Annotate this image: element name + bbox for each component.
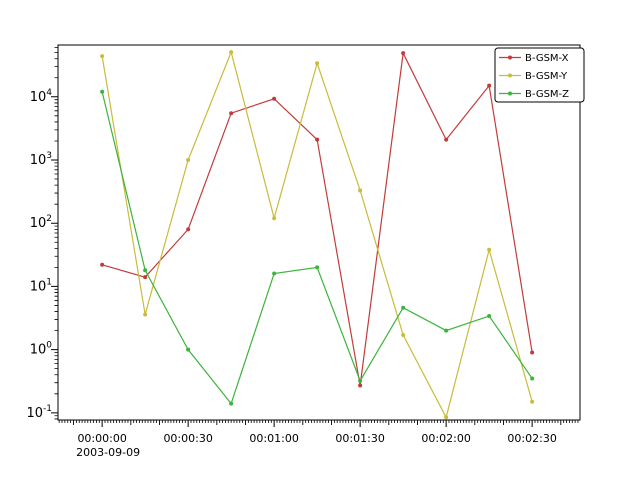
- plot-frame: [57, 44, 581, 421]
- legend-label: B-GSM-Z: [525, 89, 569, 100]
- data-point-marker: [143, 275, 148, 280]
- legend-entry-b-gsm-z: B-GSM-Z: [499, 89, 569, 100]
- legend-label: B-GSM-Y: [525, 71, 568, 82]
- series-b-gsm-y: [100, 50, 535, 420]
- data-point-marker: [358, 378, 363, 383]
- x-tick-label: 00:00:30: [163, 432, 212, 445]
- legend: B-GSM-X B-GSM-Y B-GSM-Z: [494, 47, 585, 103]
- data-point-marker: [100, 262, 105, 267]
- data-point-marker: [401, 333, 406, 338]
- data-point-marker: [315, 61, 320, 66]
- legend-entry-b-gsm-y: B-GSM-Y: [499, 71, 568, 82]
- x-tick-label: 00:02:30: [507, 432, 556, 445]
- data-point-marker: [530, 399, 535, 404]
- data-point-marker: [229, 401, 234, 406]
- x-tick-label: 00:01:30: [335, 432, 384, 445]
- y-tick-label: 101: [30, 277, 52, 294]
- data-point-marker: [186, 347, 191, 352]
- data-point-marker: [358, 188, 363, 193]
- y-axis: 10-1 100 101 102 103 104: [26, 47, 58, 421]
- data-point-marker: [100, 89, 105, 94]
- x-axis-date-label: 2003-09-09: [76, 446, 140, 459]
- data-point-marker: [272, 216, 277, 221]
- legend-marker-icon: [508, 91, 512, 96]
- x-minor-ticks: [58, 420, 579, 423]
- data-point-marker: [272, 96, 277, 101]
- data-point-marker: [143, 268, 148, 273]
- legend-marker-icon: [508, 55, 512, 60]
- data-point-marker: [487, 83, 492, 88]
- legend-box: [494, 47, 585, 103]
- data-point-marker: [315, 137, 320, 142]
- data-point-marker: [100, 54, 105, 59]
- data-point-marker: [444, 137, 449, 142]
- data-point-marker: [229, 50, 234, 55]
- series-b-gsm-z: [100, 89, 535, 406]
- y-major-ticks: [51, 96, 58, 414]
- x-tick-label: 00:02:00: [421, 432, 470, 445]
- data-point-marker: [401, 51, 406, 56]
- x-medium-ticks: [73, 420, 562, 425]
- data-point-marker: [530, 376, 535, 381]
- data-point-marker: [229, 111, 234, 116]
- data-point-marker: [186, 158, 191, 162]
- data-point-marker: [444, 415, 449, 420]
- data-point-marker: [444, 328, 449, 333]
- x-tick-label: 00:00:00: [77, 432, 126, 445]
- y-tick-label: 100: [30, 341, 53, 358]
- data-point-marker: [143, 312, 148, 317]
- data-point-marker: [358, 383, 363, 388]
- data-point-marker: [401, 305, 406, 310]
- series-b-gsm-x: [100, 51, 535, 388]
- y-tick-label: 104: [30, 88, 53, 105]
- data-point-marker: [487, 247, 492, 252]
- data-point-marker: [487, 314, 492, 319]
- legend-marker-icon: [508, 73, 512, 78]
- y-tick-label: 10-1: [26, 404, 52, 421]
- data-point-marker: [272, 271, 277, 276]
- data-point-marker: [530, 350, 535, 355]
- data-point-marker: [315, 265, 320, 270]
- y-tick-label: 102: [30, 214, 52, 231]
- legend-label: B-GSM-X: [525, 53, 569, 64]
- y-minor-ticks: [54, 47, 58, 420]
- y-tick-label: 103: [30, 151, 52, 168]
- legend-entry-b-gsm-x: B-GSM-X: [499, 53, 569, 64]
- x-major-ticks: [101, 420, 533, 427]
- x-tick-label: 00:01:00: [249, 432, 298, 445]
- series-line: [101, 50, 533, 419]
- x-axis: 00:00:00 00:00:30 00:01:00 00:01:30 00:02:00…: [58, 420, 579, 459]
- data-point-marker: [186, 227, 191, 232]
